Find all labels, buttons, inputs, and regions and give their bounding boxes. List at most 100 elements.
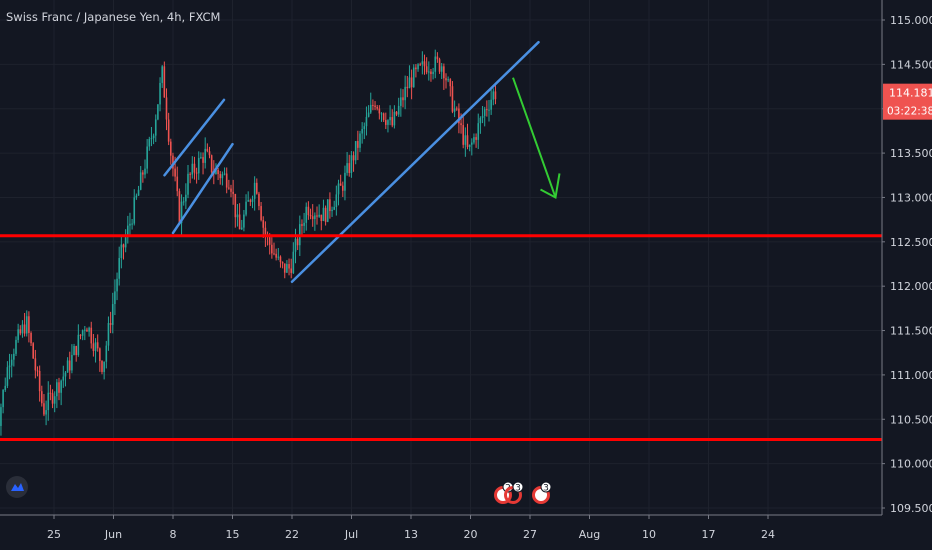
candle-body: [51, 393, 54, 404]
candle-body: [2, 389, 4, 408]
candle-body: [62, 376, 65, 381]
candle-body: [58, 382, 60, 393]
candle-body: [53, 396, 56, 404]
candle-body: [357, 141, 359, 148]
candle-body: [157, 104, 159, 120]
candle-body: [176, 176, 179, 192]
candle-body: [367, 112, 370, 117]
trendline: [290, 40, 540, 283]
candle-body: [148, 139, 151, 147]
candle-body: [307, 206, 310, 216]
candle-body: [303, 222, 305, 226]
horizontal-levels[interactable]: 112.568110.272: [0, 226, 932, 449]
candle-body: [443, 66, 445, 79]
candle-body: [365, 116, 368, 127]
time-tick-label: 10: [642, 528, 656, 541]
candle-body: [68, 360, 71, 371]
candle-body: [421, 61, 424, 65]
candle-body: [479, 117, 482, 124]
candle-body: [354, 141, 357, 161]
candle-body: [154, 119, 157, 136]
candle-body: [277, 256, 280, 258]
trendlines[interactable]: [163, 40, 540, 283]
candle-body: [378, 108, 381, 114]
trendline: [163, 98, 226, 177]
candle-body: [180, 201, 183, 224]
candle-body: [23, 324, 26, 334]
candle-body: [460, 123, 462, 126]
candle-body: [436, 56, 439, 60]
candle-body: [210, 155, 213, 173]
candle-body: [107, 323, 110, 346]
candle-body: [60, 380, 62, 393]
candle-body: [73, 346, 75, 355]
candle-body: [419, 64, 421, 66]
candle-body: [187, 173, 189, 195]
candle-body: [118, 258, 120, 279]
candle-body: [273, 253, 275, 255]
candle-body: [455, 108, 458, 110]
candle-body: [4, 385, 7, 390]
candle-body: [124, 237, 127, 248]
candle-body: [279, 256, 282, 263]
candle-body: [331, 209, 333, 212]
candle-body: [264, 227, 267, 236]
candle-body: [286, 264, 288, 273]
candle-body: [346, 163, 348, 173]
candle-body: [208, 151, 211, 156]
candle-body: [314, 215, 316, 220]
time-tick-label: 15: [226, 528, 240, 541]
candle-body: [232, 191, 234, 194]
candle-body: [64, 372, 67, 377]
candle-body: [167, 119, 170, 142]
time-axis-bg: [0, 515, 932, 550]
price-tick-label: 113.000: [890, 191, 932, 204]
candle-body: [165, 97, 168, 120]
candle-body: [389, 117, 391, 121]
candle-body: [230, 188, 232, 192]
trendline: [171, 142, 234, 235]
candle-body: [428, 71, 430, 73]
event-count-label: 3: [543, 484, 549, 494]
event-count-badge: [540, 481, 552, 493]
candle-body: [352, 155, 355, 161]
candle-body: [206, 148, 209, 152]
candle-body: [311, 216, 314, 220]
time-tick-label: 13: [404, 528, 418, 541]
candle-body: [195, 172, 198, 174]
candle-body: [21, 324, 24, 334]
candle-body: [393, 111, 396, 126]
candle-body: [458, 108, 460, 124]
candle-body: [417, 64, 419, 70]
candle-body: [380, 113, 383, 115]
candle-body: [240, 227, 243, 230]
candle-body: [369, 104, 372, 113]
candle-body: [225, 173, 228, 188]
candle-body: [36, 370, 39, 372]
candle-body: [174, 168, 176, 177]
candle-body: [326, 199, 329, 222]
tradingview-logo[interactable]: [6, 476, 28, 498]
logo-icon: [11, 483, 24, 491]
projection-arrow[interactable]: [512, 77, 561, 199]
candle-body: [344, 172, 346, 191]
candle-body: [477, 123, 480, 140]
candle-body: [116, 278, 118, 292]
event-count-badge: [512, 481, 524, 493]
candle-body: [447, 79, 449, 81]
time-tick-label: Aug: [579, 528, 600, 541]
candle-body: [415, 67, 417, 70]
candle-body: [197, 157, 200, 174]
price-tick-label: 110.000: [890, 458, 932, 471]
candle-body: [281, 262, 284, 264]
chart-title: Swiss Franc / Japanese Yen, 4h, FXCM: [6, 10, 221, 24]
candle-body: [221, 174, 224, 179]
candle-body: [103, 361, 105, 372]
candle-body: [316, 215, 318, 217]
candle-body: [471, 142, 473, 145]
candle-body: [288, 264, 290, 269]
candle-body: [374, 105, 376, 108]
